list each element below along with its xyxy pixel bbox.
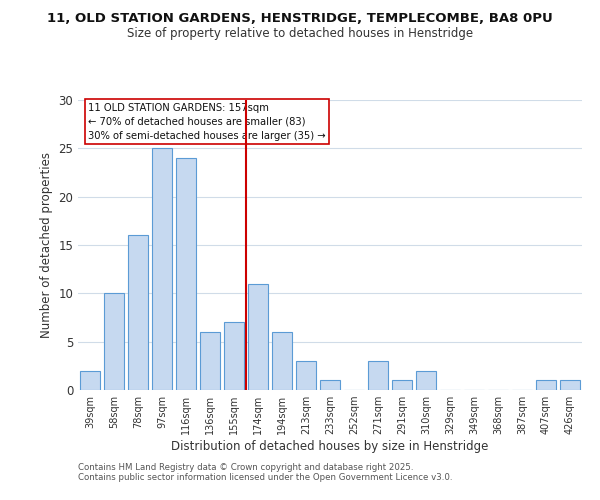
Text: Contains public sector information licensed under the Open Government Licence v3: Contains public sector information licen… <box>78 474 452 482</box>
Bar <box>272 332 292 390</box>
Bar <box>128 236 148 390</box>
Text: 11 OLD STATION GARDENS: 157sqm
← 70% of detached houses are smaller (83)
30% of : 11 OLD STATION GARDENS: 157sqm ← 70% of … <box>88 103 326 141</box>
Bar <box>320 380 340 390</box>
Bar <box>248 284 268 390</box>
Bar <box>152 148 172 390</box>
Bar <box>176 158 196 390</box>
Bar <box>392 380 412 390</box>
Y-axis label: Number of detached properties: Number of detached properties <box>40 152 53 338</box>
Bar <box>104 294 124 390</box>
Bar <box>368 361 388 390</box>
Text: Size of property relative to detached houses in Henstridge: Size of property relative to detached ho… <box>127 28 473 40</box>
Text: Contains HM Land Registry data © Crown copyright and database right 2025.: Contains HM Land Registry data © Crown c… <box>78 464 413 472</box>
Bar <box>536 380 556 390</box>
Bar <box>560 380 580 390</box>
Bar <box>80 370 100 390</box>
X-axis label: Distribution of detached houses by size in Henstridge: Distribution of detached houses by size … <box>172 440 488 453</box>
Bar <box>416 370 436 390</box>
Bar <box>224 322 244 390</box>
Bar <box>200 332 220 390</box>
Bar <box>296 361 316 390</box>
Text: 11, OLD STATION GARDENS, HENSTRIDGE, TEMPLECOMBE, BA8 0PU: 11, OLD STATION GARDENS, HENSTRIDGE, TEM… <box>47 12 553 26</box>
